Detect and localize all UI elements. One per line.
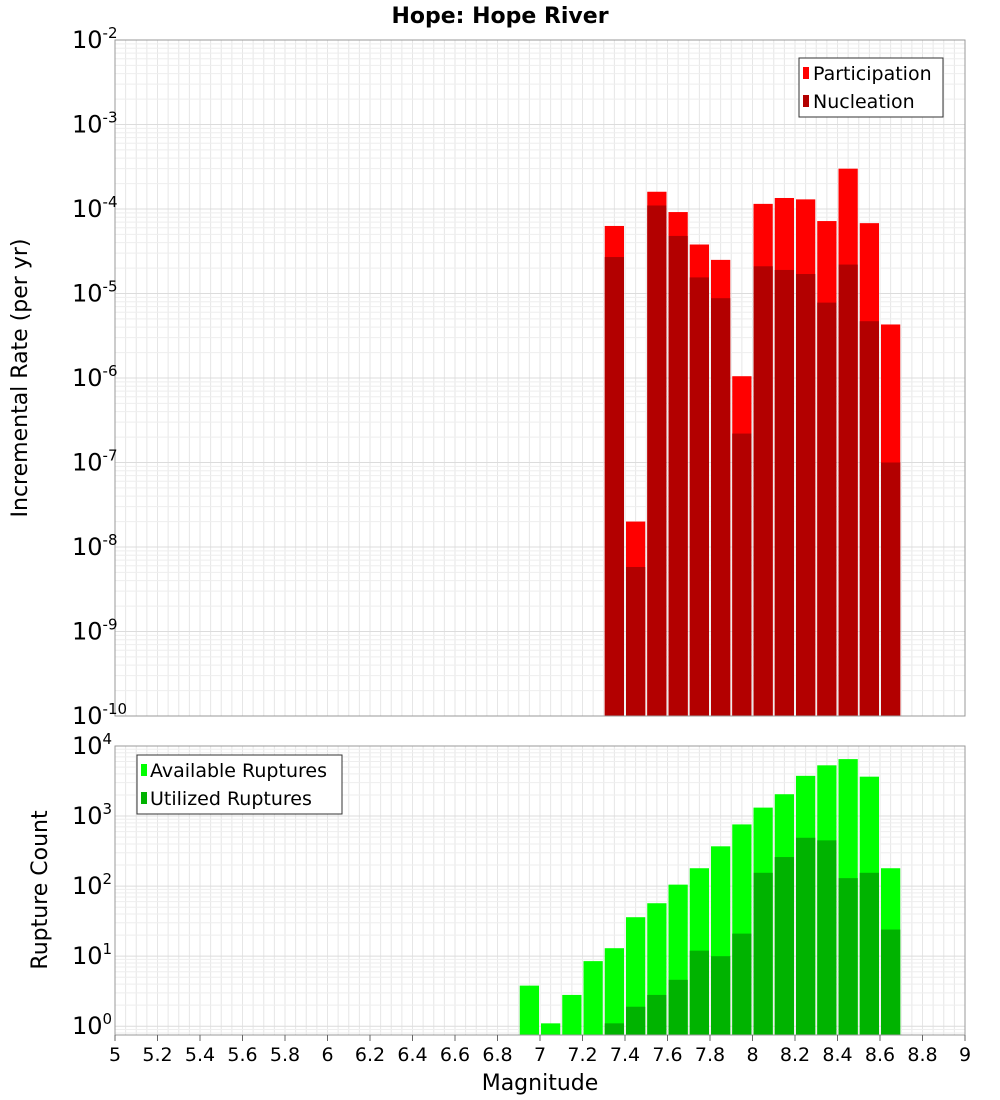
y-tick-label: 10-4 <box>72 193 118 223</box>
bar-nucleation <box>838 264 858 716</box>
bar-nucleation <box>732 433 752 716</box>
bar-utilized-ruptures <box>881 929 901 1035</box>
rate-legend-box <box>798 57 944 118</box>
x-tick-label: 8.4 <box>822 1044 852 1066</box>
x-tick-label: 6.4 <box>397 1044 427 1066</box>
bar-utilized-ruptures <box>838 878 858 1035</box>
rate-y-ticks: 10-10 10-9 10-8 10-7 10-6 10-5 10-4 10-3 10-2 <box>72 24 127 730</box>
bar-nucleation <box>711 298 731 716</box>
y-tick-label: 10-7 <box>72 447 118 477</box>
y-tick-label: 10-2 <box>72 24 118 54</box>
x-tick-label: 8.8 <box>907 1044 937 1066</box>
y-tick-label: 10-6 <box>72 362 118 392</box>
bar-available-ruptures <box>583 961 603 1035</box>
bar-utilized-ruptures <box>647 994 667 1035</box>
bar-nucleation <box>626 566 646 716</box>
y-tick-label: 101 <box>72 940 112 970</box>
bar-nucleation <box>774 269 794 716</box>
y-tick-label: 10-10 <box>72 700 127 730</box>
y-tick-label: 100 <box>72 1010 112 1040</box>
bar-utilized-ruptures <box>817 840 837 1035</box>
chart-title: Hope: Hope River <box>391 4 608 29</box>
count-panel: 100 101 102 103 104 5 5.2 5.4 5.6 5.8 6 6.2 6.4 6.6 6… <box>28 730 971 1096</box>
bar-nucleation <box>689 277 709 716</box>
x-tick-label: 8.6 <box>865 1044 895 1066</box>
y-tick-label: 10-9 <box>72 616 118 646</box>
x-tick-label: 7.2 <box>567 1044 597 1066</box>
x-tick-label: 6.8 <box>482 1044 512 1066</box>
bar-utilized-ruptures <box>668 979 688 1035</box>
x-tick-label: 5.6 <box>227 1044 257 1066</box>
y-tick-label: 10-3 <box>72 109 118 139</box>
x-tick-label: 5 <box>109 1044 121 1066</box>
bar-available-ruptures <box>626 917 646 1035</box>
x-tick-label: 6.6 <box>440 1044 470 1066</box>
bar-utilized-ruptures <box>711 956 731 1035</box>
bar-nucleation <box>753 266 773 716</box>
bar-available-ruptures <box>604 948 624 1035</box>
rate-legend: Participation Nucleation <box>798 57 944 118</box>
bar-nucleation <box>668 235 688 716</box>
x-tick-label: 7.6 <box>652 1044 682 1066</box>
x-tick-label: 7 <box>534 1044 546 1066</box>
x-tick-label: 8.2 <box>780 1044 810 1066</box>
y-tick-label: 102 <box>72 870 112 900</box>
bar-available-ruptures <box>519 985 539 1035</box>
legend-label-utilized: Utilized Ruptures <box>150 788 312 810</box>
legend-swatch-available <box>141 764 147 776</box>
bar-nucleation <box>881 462 901 716</box>
count-y-axis-label: Rupture Count <box>28 810 53 970</box>
x-tick-label: 7.8 <box>695 1044 725 1066</box>
x-tick-label: 5.8 <box>270 1044 300 1066</box>
bar-utilized-ruptures <box>796 837 816 1035</box>
y-tick-label: 104 <box>72 730 112 760</box>
x-tick-label: 8 <box>746 1044 758 1066</box>
bar-available-ruptures <box>562 994 582 1035</box>
bar-nucleation <box>817 302 837 716</box>
rate-plot-border <box>114 39 966 717</box>
y-tick-label: 10-8 <box>72 531 118 561</box>
y-tick-label: 10-5 <box>72 278 118 308</box>
bar-nucleation <box>647 205 667 716</box>
bar-nucleation <box>604 257 624 716</box>
bar-utilized-ruptures <box>774 857 794 1035</box>
bar-utilized-ruptures <box>859 872 879 1035</box>
bar-available-ruptures <box>541 1023 561 1035</box>
legend-swatch-nucleation <box>803 95 809 107</box>
x-axis-label: Magnitude <box>482 1071 599 1096</box>
y-tick-label: 103 <box>72 800 112 830</box>
count-legend: Available Ruptures Utilized Ruptures <box>136 754 343 815</box>
bar-utilized-ruptures <box>753 872 773 1035</box>
legend-label-nucleation: Nucleation <box>813 91 915 113</box>
legend-label-participation: Participation <box>813 63 932 85</box>
count-legend-box <box>136 754 343 815</box>
x-tick-label: 7.4 <box>610 1044 640 1066</box>
bar-utilized-ruptures <box>732 933 752 1035</box>
legend-swatch-participation <box>803 67 809 79</box>
count-bars <box>519 759 901 1035</box>
rate-y-axis-label: Incremental Rate (per yr) <box>8 239 33 518</box>
rate-bars <box>604 168 901 717</box>
bar-utilized-ruptures <box>626 1006 646 1035</box>
rate-panel: 10-10 10-9 10-8 10-7 10-6 10-5 10-4 10-3 10-2 In… <box>8 24 966 730</box>
x-tick-label: 6 <box>321 1044 333 1066</box>
x-tick-label: 6.2 <box>355 1044 385 1066</box>
count-y-ticks: 100 101 102 103 104 <box>72 730 112 1040</box>
x-tick-label: 9 <box>959 1044 971 1066</box>
bar-utilized-ruptures <box>689 950 709 1035</box>
bar-nucleation <box>859 321 879 716</box>
x-tick-label: 5.4 <box>185 1044 215 1066</box>
legend-label-available: Available Ruptures <box>150 760 327 782</box>
x-tick-label: 5.2 <box>142 1044 172 1066</box>
legend-swatch-utilized <box>141 792 147 804</box>
rate-grid <box>114 39 966 717</box>
count-x-ticks: 5 5.2 5.4 5.6 5.8 6 6.2 6.4 6.6 6.8 7 7.2 7.4 7.6 7.8 8… <box>109 1035 971 1066</box>
bar-utilized-ruptures <box>604 1023 624 1035</box>
bar-nucleation <box>796 274 816 716</box>
